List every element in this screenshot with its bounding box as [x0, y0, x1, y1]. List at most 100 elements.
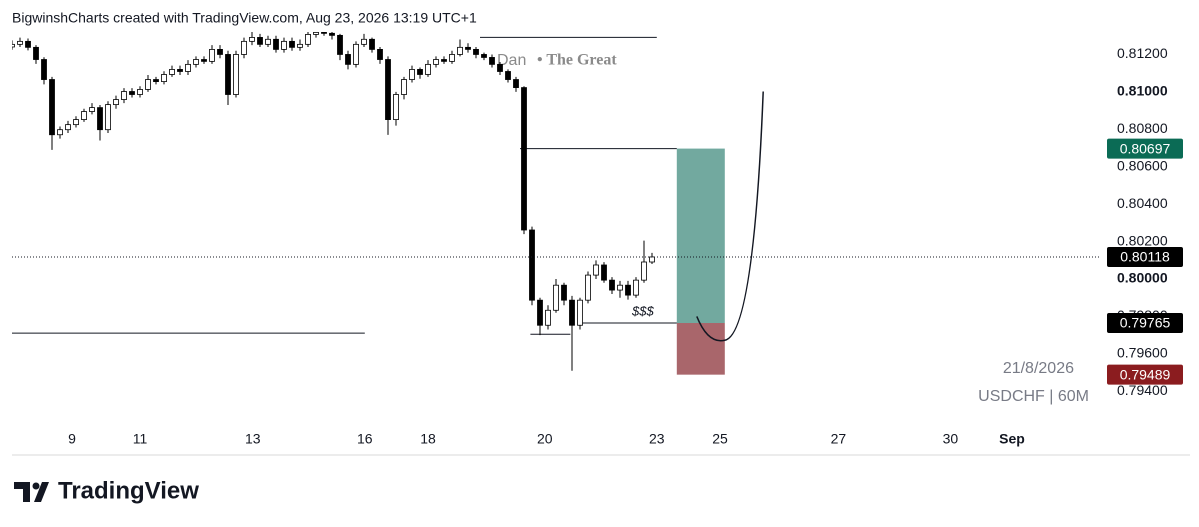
- y-tick-label: 0.80400: [1117, 195, 1168, 211]
- stop-zone: [676, 323, 725, 375]
- candle-body: [545, 309, 551, 326]
- candle-body: [41, 59, 47, 80]
- candle-body: [177, 69, 183, 72]
- candle-body: [353, 43, 359, 65]
- candle-body: [12, 43, 15, 48]
- logo: [14, 482, 49, 502]
- price-badge: [1107, 138, 1183, 159]
- candle-body: [33, 46, 39, 60]
- candle-body: [57, 129, 63, 136]
- candle-body: [289, 40, 295, 48]
- candle-body: [585, 274, 591, 301]
- x-tick-label: 18: [420, 431, 436, 447]
- candle-body: [593, 264, 599, 276]
- candle-body: [641, 261, 647, 281]
- candle-body: [265, 38, 271, 45]
- candle-body: [361, 38, 367, 45]
- candle-body: [633, 279, 639, 296]
- candle-body: [553, 284, 559, 311]
- candle-body: [377, 49, 383, 60]
- candle-body: [497, 63, 503, 72]
- candle-body: [105, 104, 111, 131]
- annotation: $$$: [631, 303, 654, 318]
- candle-body: [113, 99, 119, 106]
- candle-body: [393, 94, 399, 120]
- candle-body: [537, 299, 543, 326]
- symbol: USDCHF | 60M: [978, 388, 1089, 405]
- x-tick-label: 23: [649, 431, 665, 447]
- candle-body: [609, 279, 615, 291]
- candle-body: [417, 69, 423, 75]
- candle-body: [337, 34, 343, 55]
- candle-body: [321, 32, 327, 34]
- candle-body: [649, 256, 655, 263]
- price-badge: [1107, 246, 1183, 267]
- watermark: Dan: [497, 52, 526, 69]
- candle-body: [345, 54, 351, 65]
- y-tick-label: 0.80800: [1117, 120, 1168, 136]
- candle-body: [137, 89, 143, 95]
- candle-body: [569, 299, 575, 326]
- price-badge: [1107, 364, 1183, 385]
- candle-body: [385, 59, 391, 120]
- x-tick-label: 27: [831, 431, 847, 447]
- header: BigwinshCharts created with TradingView.…: [12, 10, 477, 26]
- candle-body: [121, 91, 127, 100]
- plot: [12, 32, 725, 375]
- candle-body: [145, 79, 151, 90]
- candle-body: [481, 54, 487, 58]
- candle-body: [273, 38, 279, 50]
- candle-body: [297, 43, 303, 48]
- price-badge-label: 0.80697: [1120, 140, 1171, 156]
- candle-body: [617, 284, 623, 291]
- candle-body: [425, 63, 431, 75]
- candle-body: [457, 46, 463, 55]
- y-tick-label: 0.81200: [1117, 45, 1168, 61]
- candle-body: [257, 37, 263, 45]
- candle-body: [49, 79, 55, 136]
- candle-body: [369, 38, 375, 50]
- candle-body: [473, 49, 479, 55]
- candle-body: [81, 111, 87, 120]
- x-tick-label: 9: [68, 431, 76, 447]
- y-tick-label: 0.79400: [1117, 382, 1168, 398]
- y-tick-label: 0.80200: [1117, 232, 1168, 248]
- y-tick-label: 0.81000: [1117, 83, 1168, 99]
- candle-body: [521, 87, 527, 231]
- candle-body: [625, 284, 631, 296]
- candle-body: [233, 54, 239, 95]
- y-tick-label: 0.80600: [1117, 157, 1168, 173]
- candle-body: [561, 284, 567, 301]
- candle-body: [313, 32, 319, 35]
- target-zone: [676, 148, 725, 324]
- candle-body: [433, 59, 439, 65]
- candle-body: [217, 49, 223, 55]
- candle-body: [89, 107, 95, 112]
- candle-body: [305, 34, 311, 45]
- price-badge-label: 0.80118: [1120, 249, 1170, 265]
- price-badge-label: 0.79489: [1120, 366, 1171, 382]
- x-tick-label: 20: [537, 431, 553, 447]
- candle-body: [241, 40, 247, 55]
- candle-body: [169, 69, 175, 75]
- projection: [696, 91, 764, 342]
- candle-body: [225, 54, 231, 95]
- y-tick-label: 0.79600: [1117, 345, 1168, 361]
- candle-body: [17, 40, 23, 45]
- candle-body: [161, 74, 167, 82]
- candle-body: [329, 32, 335, 36]
- watermark: • The Great: [537, 52, 617, 69]
- candle-body: [489, 57, 495, 65]
- candle-body: [153, 79, 159, 82]
- x-tick-label: 13: [245, 431, 261, 447]
- candle-body: [201, 59, 207, 62]
- date-note: 21/8/2026: [1003, 360, 1074, 377]
- candle-body: [193, 59, 199, 65]
- candle-body: [281, 40, 287, 50]
- candle-body: [465, 46, 471, 50]
- candle-body: [185, 63, 191, 72]
- candle-body: [409, 69, 415, 80]
- candle-body: [601, 264, 607, 281]
- candle-body: [97, 107, 103, 131]
